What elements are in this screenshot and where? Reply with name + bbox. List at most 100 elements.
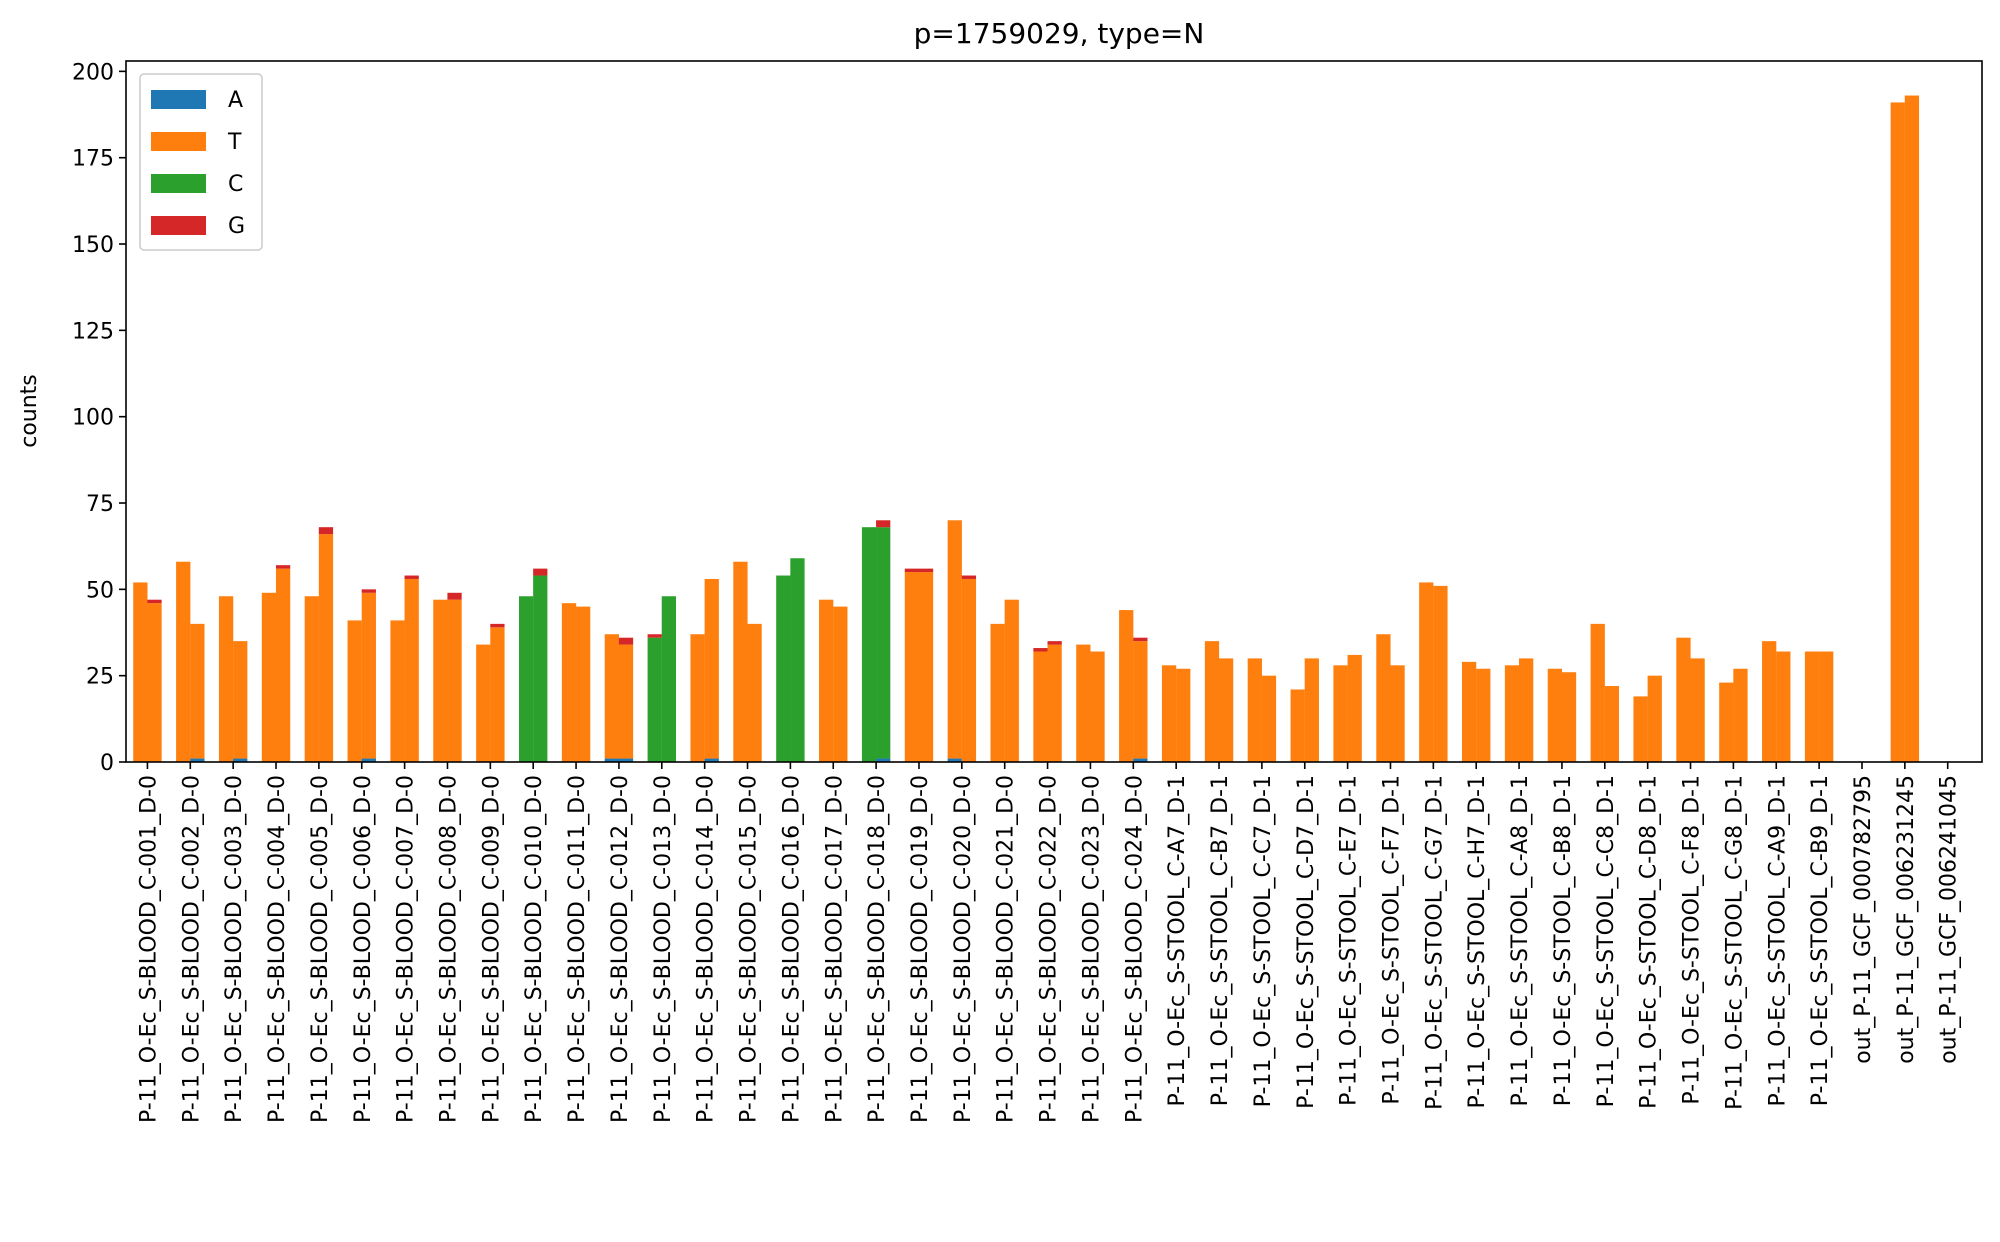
bar-T-42-left bbox=[1890, 102, 1905, 762]
axes-layer: 0 25 50 75 100 125 150 175 200 P-11_O-Ec_S-BLOOD_… bbox=[72, 60, 1983, 1123]
bar-T-21-left bbox=[990, 623, 1005, 762]
x-tick-label: P-11_O-Ec_S-STOOL_C-G7_D-1 bbox=[1422, 775, 1447, 1110]
legend-swatch-C bbox=[151, 174, 206, 193]
bar-T-2-right bbox=[190, 623, 205, 759]
x-tick-label: P-11_O-Ec_S-BLOOD_C-005_D-0 bbox=[308, 775, 333, 1123]
bar-T-5-right bbox=[318, 534, 334, 762]
x-tick-label: P-11_O-Ec_S-BLOOD_C-004_D-0 bbox=[265, 775, 290, 1123]
bar-T-28-left bbox=[1290, 689, 1305, 762]
bar-T-3-right bbox=[233, 641, 248, 759]
y-tick-label: 150 bbox=[72, 233, 114, 258]
bar-T-22-right bbox=[1047, 644, 1062, 762]
bar-G-18-right bbox=[876, 520, 891, 528]
bar-G-4-right bbox=[275, 565, 291, 569]
x-tick-label: P-11_O-Ec_S-BLOOD_C-017_D-0 bbox=[822, 775, 847, 1123]
bar-T-20-left bbox=[947, 520, 962, 759]
bar-A-24-right bbox=[1133, 758, 1148, 762]
x-tick-label: P-11_O-Ec_S-STOOL_C-F8_D-1 bbox=[1680, 775, 1705, 1105]
bar-G-12-right bbox=[618, 637, 634, 645]
bar-T-20-right bbox=[961, 578, 977, 762]
x-tick-label: P-11_O-Ec_S-STOOL_C-F7_D-1 bbox=[1379, 775, 1404, 1105]
bar-C-13-right bbox=[661, 596, 676, 762]
bar-T-12-right bbox=[618, 644, 634, 759]
bar-T-22-left bbox=[1033, 651, 1048, 762]
x-tick-label: P-11_O-Ec_S-BLOOD_C-012_D-0 bbox=[608, 775, 633, 1123]
bar-T-31-left bbox=[1419, 582, 1434, 762]
bar-C-13-left bbox=[647, 637, 662, 762]
bar-G-24-right bbox=[1133, 637, 1148, 642]
x-tick-label: P-11_O-Ec_S-STOOL_C-D8_D-1 bbox=[1637, 775, 1662, 1109]
bar-T-3-left bbox=[218, 596, 234, 762]
bar-T-7-left bbox=[390, 620, 405, 762]
plot-frame bbox=[125, 60, 1983, 763]
y-axis-label: counts bbox=[17, 374, 42, 448]
bar-T-11-right bbox=[576, 606, 591, 762]
bar-G-22-left bbox=[1033, 648, 1048, 652]
bar-A-2-right bbox=[190, 758, 205, 762]
legend-label-G: G bbox=[228, 214, 245, 239]
bar-T-21-right bbox=[1004, 599, 1019, 762]
bar-T-2-left bbox=[176, 561, 191, 762]
x-tick-label: out_P-11_GCF_006241045 bbox=[1937, 775, 1962, 1064]
legend-swatch-A bbox=[151, 90, 206, 109]
bar-T-29-left bbox=[1333, 665, 1348, 762]
x-tick-label: P-11_O-Ec_S-STOOL_C-B7_D-1 bbox=[1208, 775, 1233, 1106]
x-tick-label: P-11_O-Ec_S-BLOOD_C-023_D-0 bbox=[1079, 775, 1104, 1123]
bar-T-26-left bbox=[1204, 641, 1220, 762]
x-tick-label: P-11_O-Ec_S-BLOOD_C-021_D-0 bbox=[994, 775, 1019, 1123]
bar-T-31-right bbox=[1433, 585, 1448, 762]
bar-C-18-right bbox=[876, 527, 891, 759]
bar-T-42-right bbox=[1904, 95, 1920, 762]
bar-C-16-left bbox=[776, 575, 791, 762]
bar-T-40-left bbox=[1804, 651, 1820, 762]
chart-title: p=1759029, type=N bbox=[914, 17, 1205, 50]
x-tick-label: P-11_O-Ec_S-STOOL_C-C7_D-1 bbox=[1251, 775, 1276, 1107]
x-tick-label: P-11_O-Ec_S-BLOOD_C-024_D-0 bbox=[1122, 775, 1147, 1123]
bar-T-30-left bbox=[1376, 634, 1391, 762]
bar-T-36-right bbox=[1647, 675, 1662, 762]
bar-T-24-right bbox=[1133, 641, 1148, 759]
x-tick-label: P-11_O-Ec_S-BLOOD_C-010_D-0 bbox=[522, 775, 547, 1123]
x-tick-label: P-11_O-Ec_S-BLOOD_C-003_D-0 bbox=[222, 775, 247, 1123]
bar-C-16-right bbox=[790, 558, 805, 762]
x-tick-label: P-11_O-Ec_S-STOOL_C-B9_D-1 bbox=[1808, 775, 1833, 1106]
bar-T-6-left bbox=[347, 620, 362, 762]
x-tick-label: P-11_O-Ec_S-BLOOD_C-007_D-0 bbox=[394, 775, 419, 1123]
bar-T-14-right bbox=[704, 578, 719, 759]
bar-A-12-right bbox=[618, 758, 634, 762]
bar-T-19-left bbox=[904, 572, 920, 762]
bar-T-23-right bbox=[1090, 651, 1105, 762]
x-tick-label: P-11_O-Ec_S-STOOL_C-E7_D-1 bbox=[1337, 775, 1362, 1106]
x-tick-label: P-11_O-Ec_S-BLOOD_C-018_D-0 bbox=[865, 775, 890, 1123]
bar-G-10-right bbox=[533, 568, 548, 576]
y-tick-label: 125 bbox=[72, 319, 114, 344]
bar-T-34-left bbox=[1547, 668, 1562, 762]
legend-swatch-T bbox=[151, 132, 206, 151]
bar-G-7-right bbox=[404, 575, 419, 579]
bar-T-4-right bbox=[275, 568, 291, 762]
x-tick-label: P-11_O-Ec_S-BLOOD_C-011_D-0 bbox=[565, 775, 590, 1123]
x-tick-label: P-11_O-Ec_S-STOOL_C-H7_D-1 bbox=[1465, 775, 1490, 1109]
x-tick-label: P-11_O-Ec_S-BLOOD_C-002_D-0 bbox=[179, 775, 204, 1123]
x-tick-label: P-11_O-Ec_S-STOOL_C-C8_D-1 bbox=[1594, 775, 1619, 1107]
bar-T-5-left bbox=[304, 596, 319, 762]
y-tick-label: 0 bbox=[100, 751, 114, 776]
bars-layer bbox=[133, 95, 1920, 762]
bar-T-23-left bbox=[1076, 644, 1091, 762]
x-tick-label: P-11_O-Ec_S-STOOL_C-G8_D-1 bbox=[1722, 775, 1747, 1110]
bar-T-7-right bbox=[404, 578, 419, 762]
bar-G-6-right bbox=[361, 589, 376, 593]
bar-T-6-right bbox=[361, 592, 376, 759]
x-tick-label: P-11_O-Ec_S-BLOOD_C-022_D-0 bbox=[1037, 775, 1062, 1123]
bar-T-25-left bbox=[1161, 665, 1177, 762]
x-tick-label: P-11_O-Ec_S-BLOOD_C-019_D-0 bbox=[908, 775, 933, 1123]
y-tick-label: 25 bbox=[86, 665, 114, 690]
x-tick-label: P-11_O-Ec_S-BLOOD_C-009_D-0 bbox=[479, 775, 504, 1123]
bar-T-37-left bbox=[1676, 637, 1691, 762]
bar-T-36-left bbox=[1633, 696, 1648, 762]
bar-T-15-left bbox=[733, 561, 748, 762]
bar-G-9-right bbox=[490, 623, 505, 628]
bar-T-30-right bbox=[1390, 665, 1405, 762]
bar-T-24-left bbox=[1119, 610, 1134, 762]
